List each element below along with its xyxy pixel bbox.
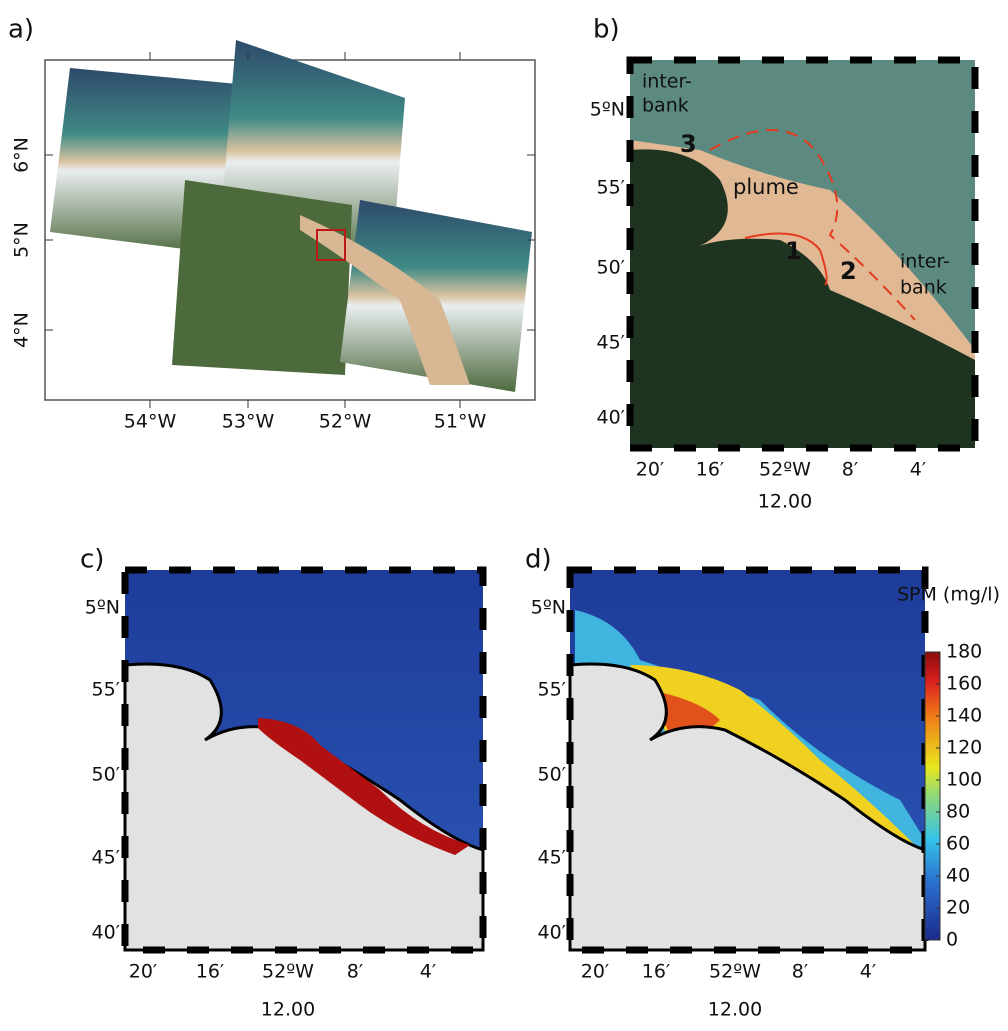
lat-label: 55′ <box>92 679 121 701</box>
lat-label: 45′ <box>92 847 121 869</box>
lon-label: 16′ <box>696 459 725 481</box>
lon-label: 4′ <box>420 961 436 983</box>
lat-label: 50′ <box>597 257 626 279</box>
lon-label: 20′ <box>581 961 610 983</box>
colorbar-tick-label: 60 <box>946 833 970 855</box>
annotation: 3 <box>680 130 697 158</box>
zoom-box <box>316 229 346 261</box>
panel-label: d) <box>525 545 552 575</box>
colorbar-tick-label: 120 <box>946 737 982 759</box>
lon-label: 54°W <box>124 411 177 433</box>
lat-label: 45′ <box>538 847 567 869</box>
annotation: inter- <box>900 251 950 273</box>
lat-label: 5ºN <box>531 597 566 619</box>
lat-label: 5ºN <box>590 99 625 121</box>
lat-label: 50′ <box>538 764 567 786</box>
lat-label: 5ºN <box>85 597 120 619</box>
lat-label: 50′ <box>92 764 121 786</box>
colorbar-title: SPM (mg/l) <box>897 584 1000 606</box>
lon-label: 4′ <box>910 459 926 481</box>
lon-label: 20′ <box>129 961 158 983</box>
turbid-coast <box>300 215 470 385</box>
high-spm <box>650 690 720 736</box>
plume-outline <box>744 232 828 286</box>
lon-label: 52ºW <box>759 459 811 481</box>
lat-label: 45′ <box>597 332 626 354</box>
lat-label: 40′ <box>597 407 626 429</box>
lat-label: 5°N <box>11 222 33 258</box>
lon-label: 52°W <box>319 411 372 433</box>
lon-label: 52ºW <box>709 961 761 983</box>
lat-label: 4°N <box>11 312 33 348</box>
annotation: inter- <box>642 71 692 93</box>
colorbar-tick-label: 40 <box>946 865 970 887</box>
land <box>568 662 927 952</box>
satellite-tile <box>172 180 352 375</box>
frame <box>121 566 487 954</box>
lon-label: 20′ <box>636 459 665 481</box>
lat-label: 40′ <box>92 922 121 944</box>
time-label: 12.00 <box>708 999 762 1021</box>
colorbar-tick-label: 80 <box>946 801 970 823</box>
frame <box>626 56 979 452</box>
time-label: 12.00 <box>758 491 812 513</box>
land <box>630 149 975 448</box>
colorbar-tick-label: 100 <box>946 769 982 791</box>
lon-label: 16′ <box>642 961 671 983</box>
high-spm <box>258 718 470 855</box>
time-label: 12.00 <box>261 999 315 1021</box>
panel-label: c) <box>80 545 104 575</box>
panel-label: b) <box>593 15 620 45</box>
lat-label: 55′ <box>597 177 626 199</box>
annotation: bank <box>900 277 947 299</box>
colorbar-tick-label: 160 <box>946 673 982 695</box>
annotation: plume <box>733 175 799 199</box>
lat-label: 55′ <box>538 679 567 701</box>
annotation: 1 <box>785 237 802 265</box>
colorbar-tick-label: 180 <box>946 641 982 663</box>
lon-label: 8′ <box>842 459 858 481</box>
lon-label: 8′ <box>347 961 363 983</box>
colorbar-tick-label: 0 <box>946 929 958 951</box>
panel-label: a) <box>8 15 34 45</box>
satellite-tile <box>340 200 532 392</box>
colorbar-tick-label: 140 <box>946 705 982 727</box>
lat-label: 40′ <box>538 922 567 944</box>
annotation: bank <box>642 95 689 117</box>
plume-outline <box>709 129 916 321</box>
colorbar <box>924 651 941 941</box>
lon-label: 4′ <box>860 961 876 983</box>
annotation: 2 <box>840 257 857 285</box>
lon-label: 8′ <box>792 961 808 983</box>
lat-label: 6°N <box>11 137 33 173</box>
lon-label: 16′ <box>196 961 225 983</box>
lon-label: 53°W <box>222 411 275 433</box>
colorbar-tick-label: 20 <box>946 897 970 919</box>
lon-label: 51°W <box>434 411 487 433</box>
lon-label: 52ºW <box>262 961 314 983</box>
